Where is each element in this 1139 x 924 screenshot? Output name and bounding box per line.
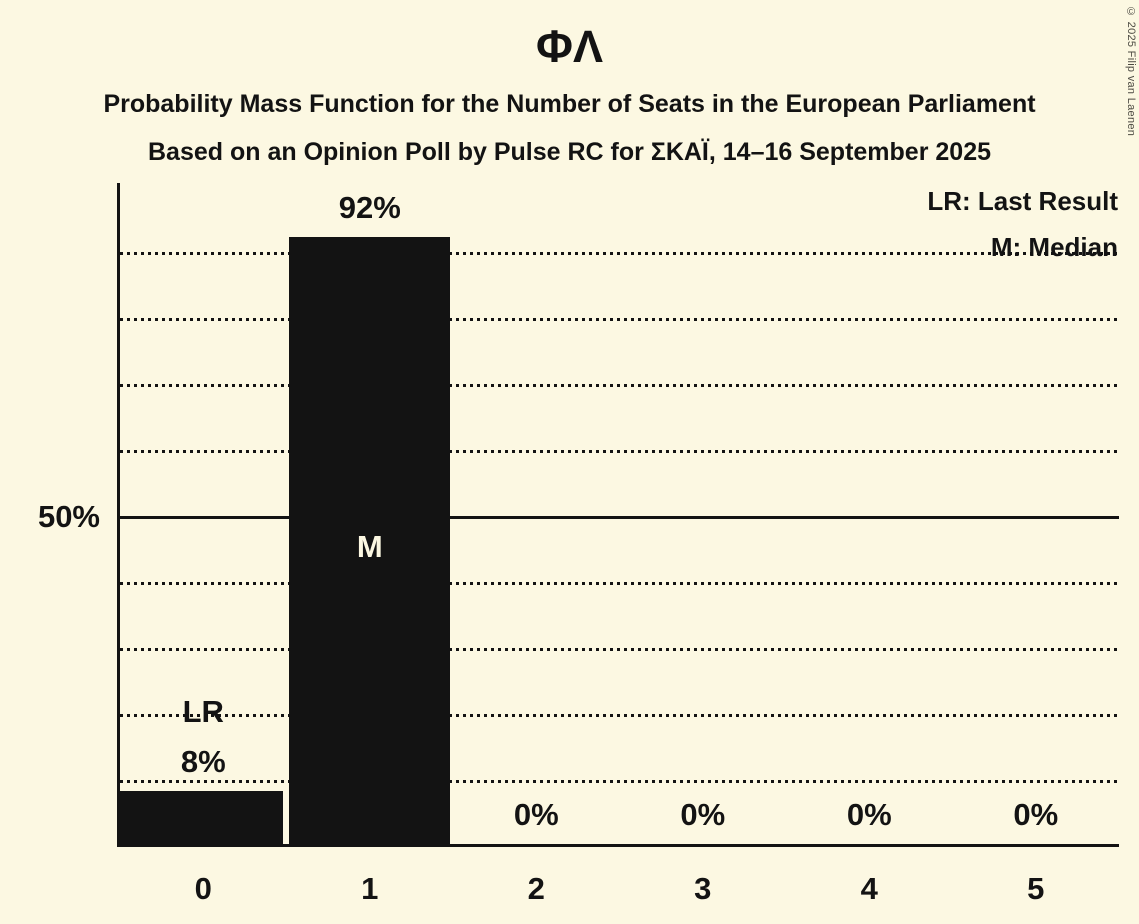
- gridline-50pct: [120, 515, 1119, 519]
- bar-value-label-0: 8%: [180, 744, 226, 780]
- bar-value-label-3: 0%: [680, 797, 726, 832]
- chart-subtitle-line1: Probability Mass Function for the Number…: [103, 90, 1036, 118]
- legend-last-result: LR: Last Result: [927, 186, 1118, 216]
- x-tick-label-3: 3: [694, 871, 712, 906]
- x-axis-tick-labels: 0 1 2 3 4 5: [120, 870, 1119, 914]
- gridline-60pct: [120, 449, 1119, 453]
- chart-title: ΦΛ: [536, 21, 603, 72]
- bar-seats-1: [288, 236, 450, 844]
- gridline-10pct: [120, 779, 1119, 783]
- gridline-30pct: [120, 647, 1119, 651]
- bar-value-label-4: 0%: [846, 797, 892, 832]
- gridline-70pct: [120, 383, 1119, 387]
- x-tick-label-0: 0: [194, 871, 212, 906]
- copyright-notice: © 2025 Filip van Laenen: [1125, 6, 1137, 137]
- x-tick-label-5: 5: [1027, 871, 1045, 906]
- y-axis-tick-label-50: 50%: [37, 499, 100, 534]
- gridline-40pct: [120, 581, 1119, 585]
- bar-value-label-1: 92%: [338, 189, 401, 225]
- legend-median: M: Median: [990, 232, 1118, 262]
- gridline-90pct: [120, 251, 1119, 255]
- x-tick-label-4: 4: [860, 871, 878, 906]
- bar-value-label-2: 0%: [513, 797, 559, 832]
- gridline-80pct: [120, 317, 1119, 321]
- x-tick-label-2: 2: [527, 871, 545, 906]
- annotation-lr-label: LR: [182, 694, 224, 729]
- gridline-20pct: [120, 713, 1119, 717]
- chart-subtitle-line2: Based on an Opinion Poll by Pulse RC for…: [147, 138, 992, 166]
- bar-seats-0: [120, 791, 283, 844]
- bar-value-label-5: 0%: [1013, 797, 1059, 832]
- plot-area: 8% 92% 0% 0% 0% 0% LR M: [117, 183, 1119, 847]
- annotation-m-label: M: [356, 529, 383, 564]
- x-tick-label-1: 1: [361, 871, 379, 906]
